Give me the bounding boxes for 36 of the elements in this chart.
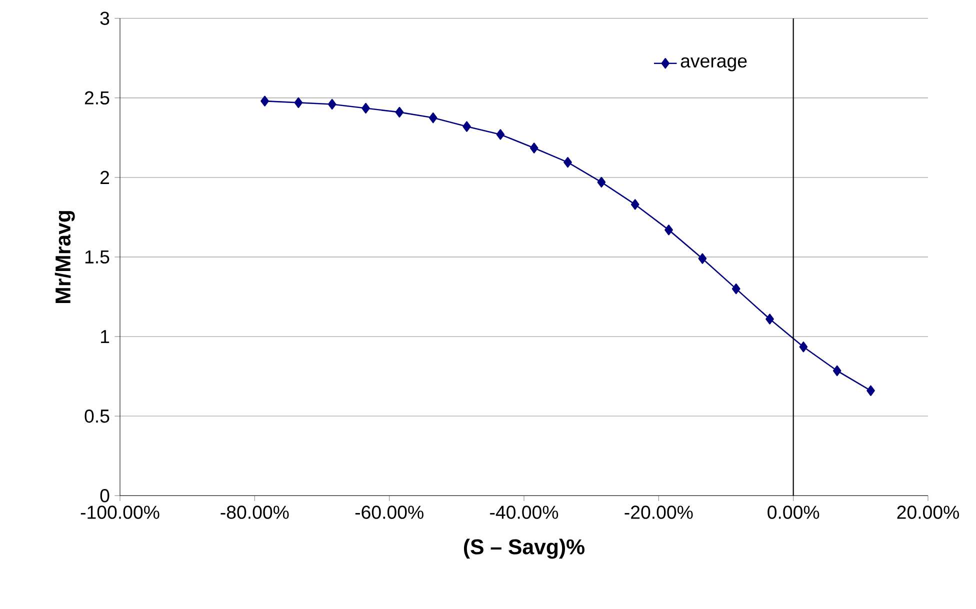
point — [732, 283, 740, 294]
point — [664, 224, 673, 236]
point — [530, 142, 538, 154]
point — [799, 342, 808, 352]
y-tick-label: 1 — [101, 330, 110, 343]
point — [832, 365, 842, 376]
point — [597, 176, 606, 188]
y-tick-label: 3 — [100, 12, 110, 25]
y-tick-label: 2.5 — [84, 91, 110, 104]
point — [362, 102, 370, 114]
x-axis-title: (S – Savg)% — [464, 538, 584, 559]
x-tick-label: 20.00% — [897, 506, 959, 519]
point — [564, 156, 572, 168]
point — [630, 199, 640, 210]
point — [260, 96, 269, 106]
y-tick-label: 1.5 — [85, 250, 110, 264]
y-tick-label: 0.5 — [84, 409, 110, 423]
x-tick-label: -100.00% — [80, 506, 160, 519]
point — [766, 314, 774, 324]
x-tick-label: -80.00% — [220, 506, 289, 519]
point — [428, 112, 438, 124]
point — [462, 121, 471, 132]
x-tick-label: -40.00% — [490, 506, 558, 519]
x-tick-label: -20.00% — [624, 506, 693, 519]
point — [496, 129, 505, 140]
y-tick-label: 2 — [100, 170, 110, 184]
y-tick-label: 0 — [100, 489, 110, 502]
x-tick-label: 0.00% — [768, 506, 820, 519]
point — [328, 98, 336, 110]
legend-label: average — [680, 57, 747, 72]
point — [395, 106, 404, 118]
y-axis-title: Mr/Mravg — [54, 211, 75, 303]
x-tick-label: -60.00% — [355, 506, 424, 519]
point — [294, 97, 303, 108]
point — [866, 385, 875, 396]
point — [698, 253, 707, 264]
